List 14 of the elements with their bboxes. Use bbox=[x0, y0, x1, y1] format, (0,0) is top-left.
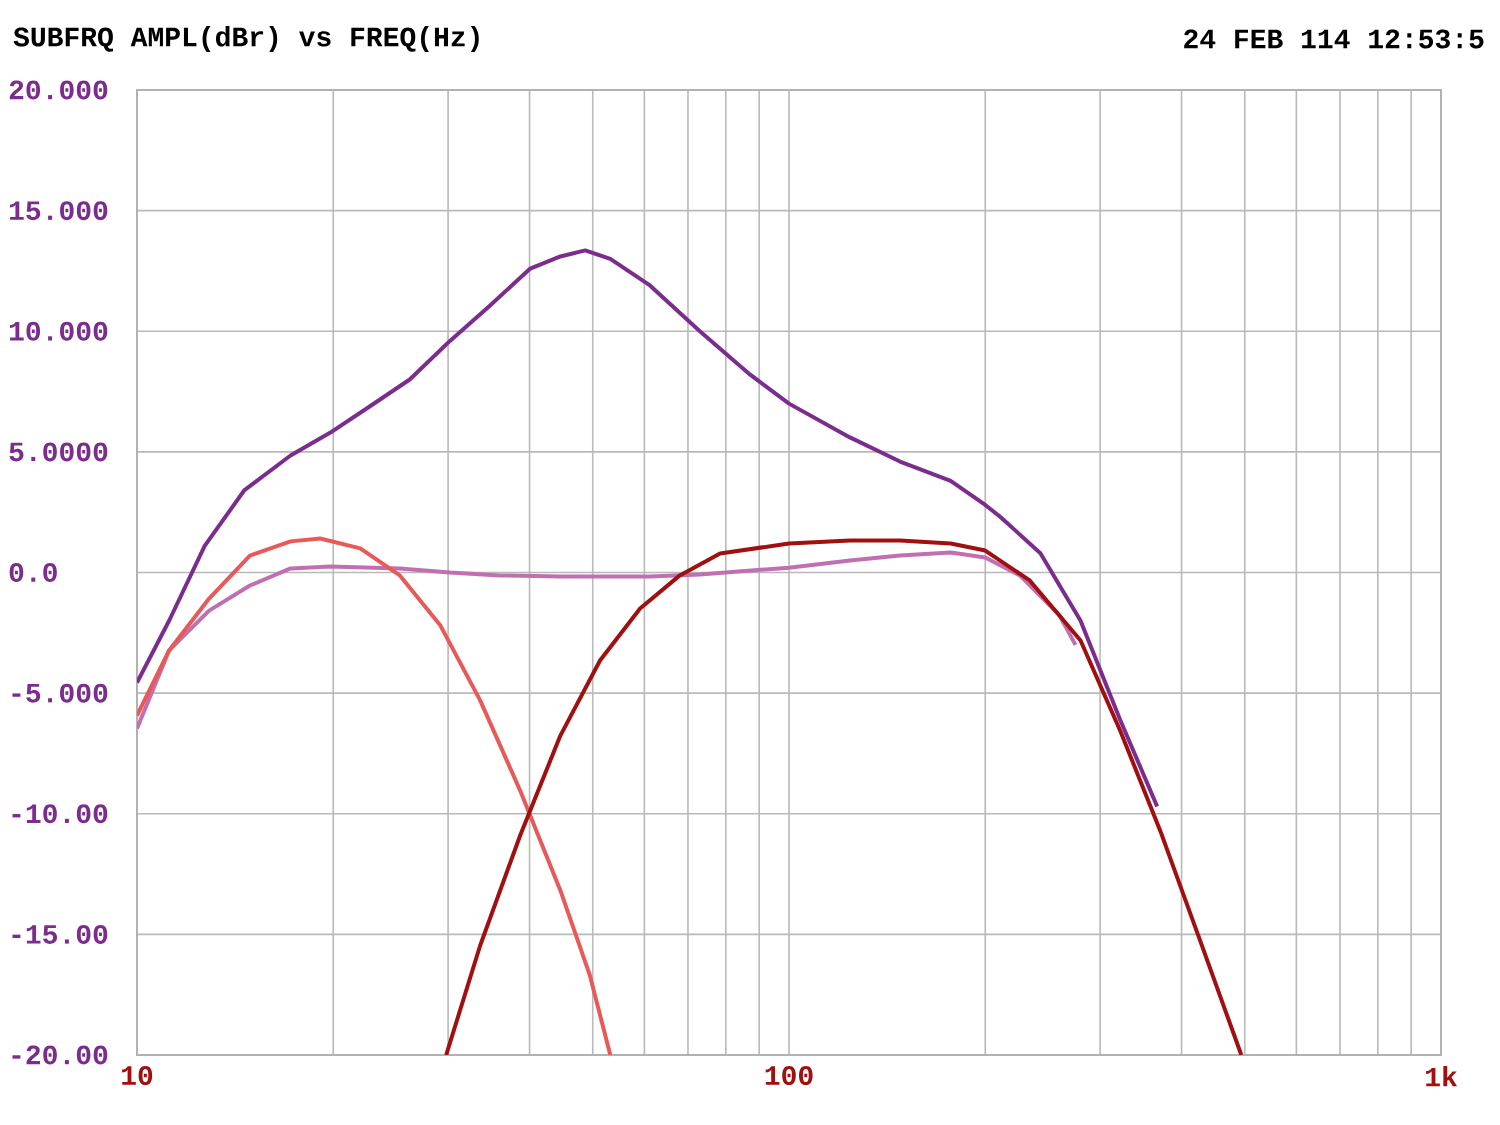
y-tick-label: 5.0000 bbox=[9, 442, 108, 462]
chart-subtitle: 24 FEB 114 12:53:5 bbox=[1184, 29, 1484, 49]
y-tick-label: 0.0 bbox=[9, 563, 57, 583]
y-tick-label: 20.000 bbox=[9, 80, 108, 100]
y-tick-label: -5.000 bbox=[12, 683, 108, 703]
x-tick-label: 10 bbox=[122, 1066, 153, 1086]
y-tick-label: 10.000 bbox=[9, 321, 108, 341]
x-tick-label: 1k bbox=[1426, 1066, 1458, 1087]
x-tick-label: 100 bbox=[765, 1066, 813, 1086]
chart-title: SUBFRQ AMPL(dBr) vs FREQ(Hz) bbox=[13, 25, 479, 53]
y-tick-label: -20.00 bbox=[12, 1045, 108, 1065]
y-tick-label: -10.00 bbox=[12, 804, 108, 824]
y-tick-label: 15.000 bbox=[9, 201, 108, 221]
y-tick-label: -15.00 bbox=[12, 924, 108, 944]
